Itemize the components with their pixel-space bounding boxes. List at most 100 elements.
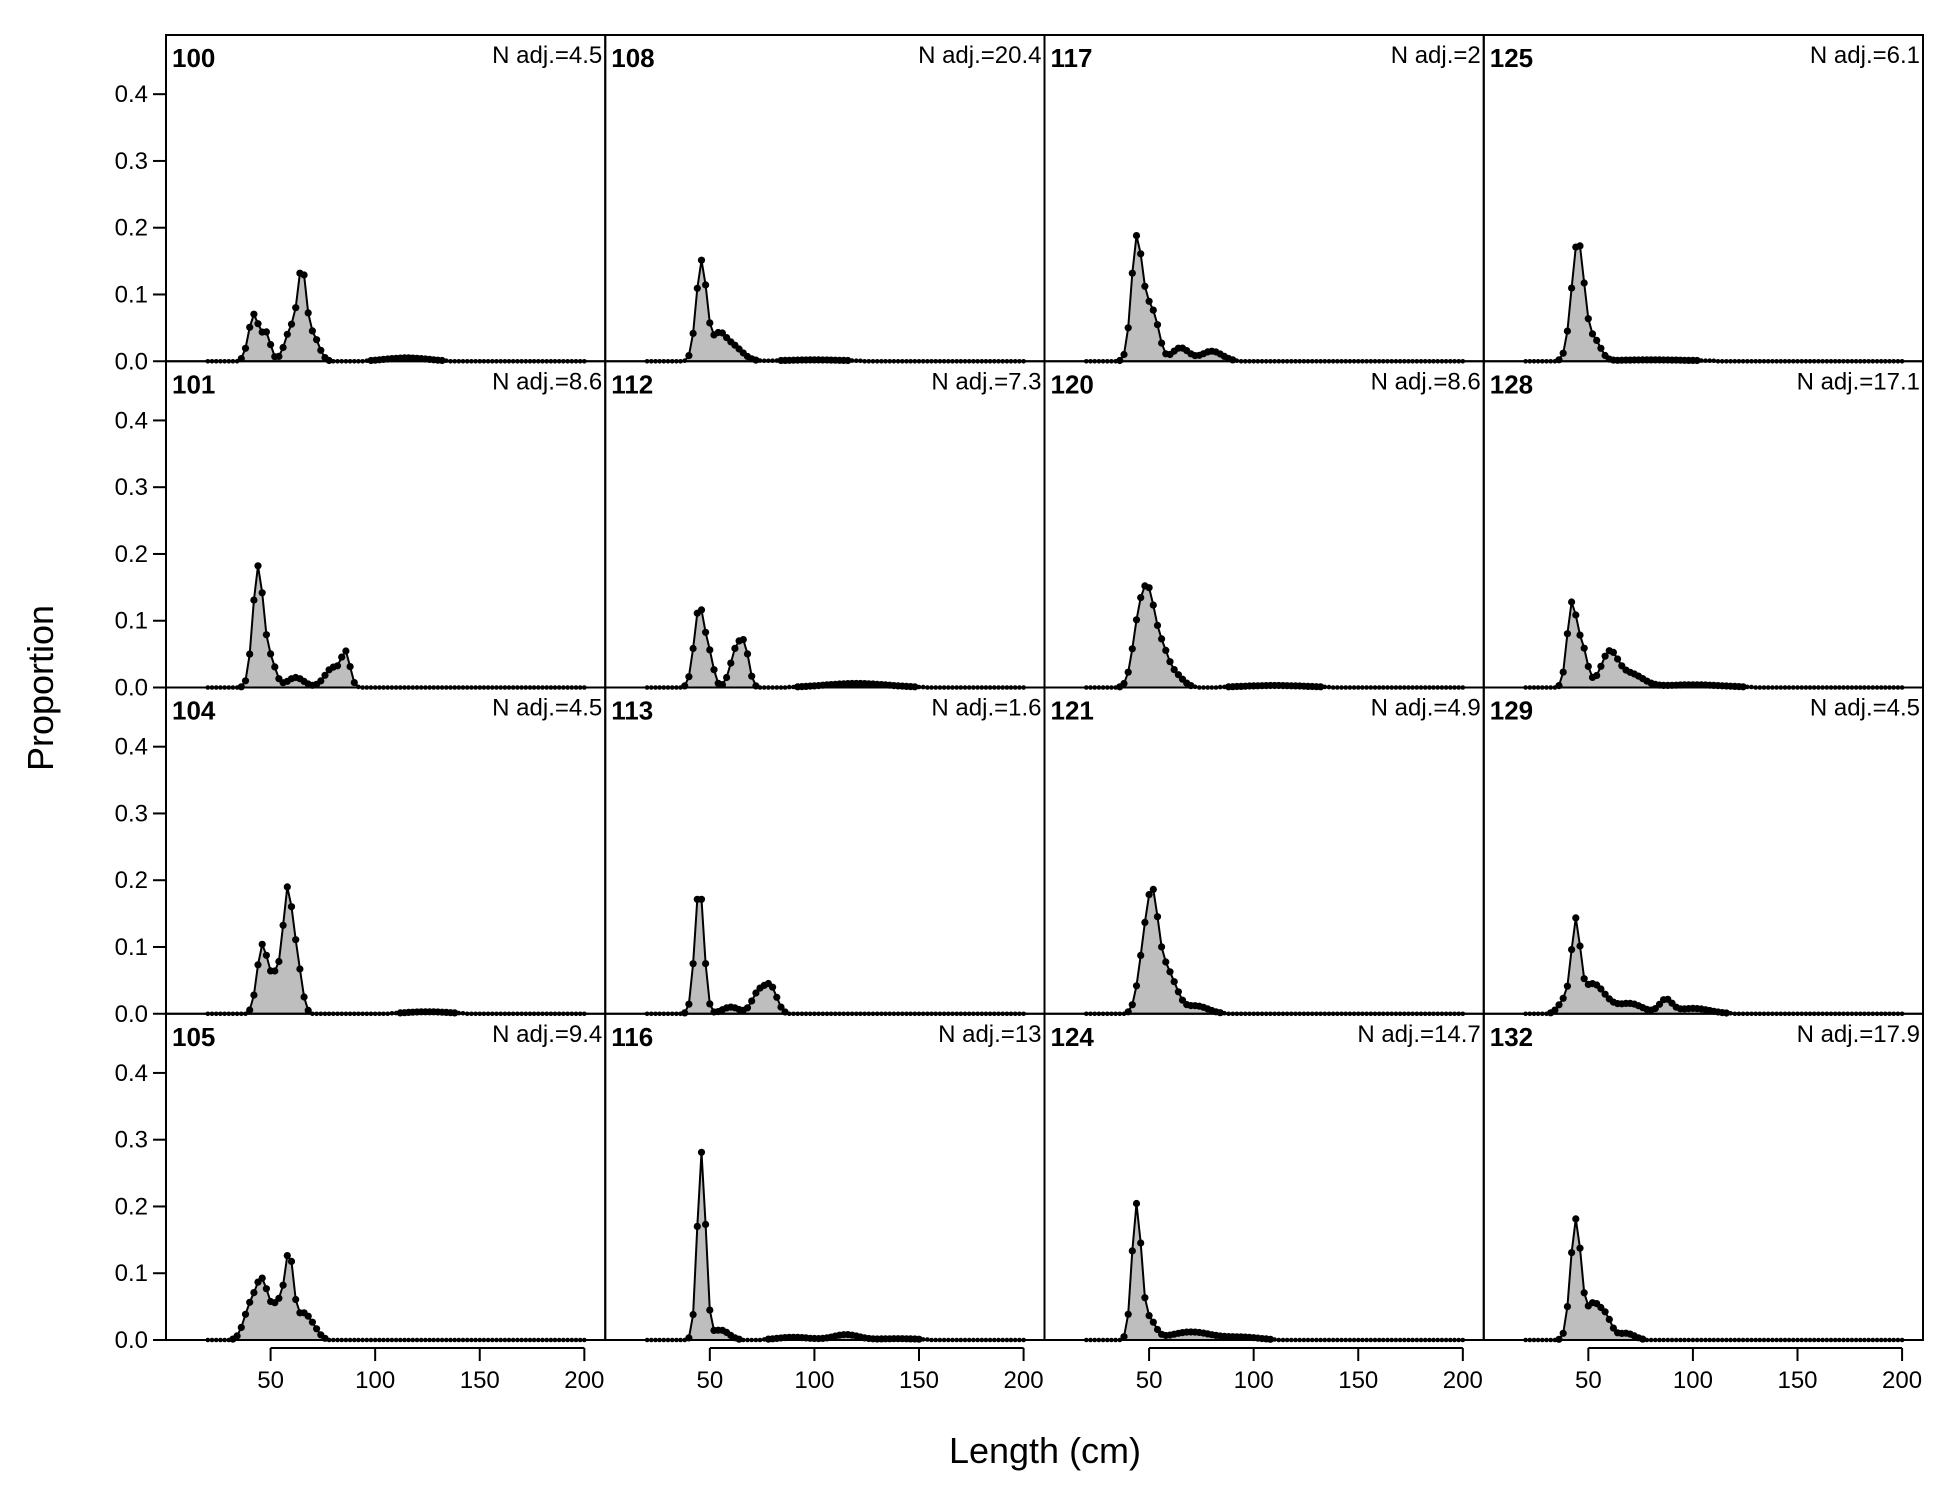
x-tick-label: 150: [899, 1367, 939, 1394]
x-tick-label: 100: [355, 1367, 395, 1394]
data-point: [241, 677, 250, 685]
x-tick-label: 200: [564, 1367, 604, 1394]
panel-100: 100 N adj.=4.5: [165, 34, 607, 365]
x-tick-label: 100: [794, 1367, 834, 1394]
y-axis-title: Proportion: [20, 605, 61, 771]
panel-101: 101 N adj.=8.6: [165, 360, 607, 691]
y-tick-label: 0.0: [115, 675, 148, 702]
data-point: [1158, 943, 1166, 951]
data-point: [246, 650, 254, 658]
panel-n-adj-label: N adj.=1.6: [931, 695, 1041, 722]
data-point: [254, 320, 262, 328]
data-point: [1149, 601, 1157, 609]
y-tick-label: 0.4: [115, 1060, 148, 1087]
data-point: [262, 631, 270, 639]
data-point: [1132, 232, 1141, 240]
data-point: [1597, 344, 1605, 352]
x-tick-label: 200: [1443, 1367, 1483, 1394]
panel-title: 124: [1051, 1022, 1095, 1052]
data-point: [1568, 1249, 1576, 1257]
data-point: [1153, 621, 1162, 630]
data-point: [1124, 668, 1132, 676]
x-tick-label: 100: [1234, 1367, 1274, 1394]
distribution-fill: [207, 273, 585, 362]
data-point: [246, 1006, 254, 1014]
data-point: [697, 606, 706, 614]
data-point: [283, 883, 291, 891]
y-tick-label: 0.1: [115, 608, 148, 635]
panel-116: 116 N adj.=13: [604, 1012, 1046, 1343]
panel-n-adj-label: N adj.=6.1: [1810, 42, 1920, 69]
panel-title: 112: [611, 369, 653, 399]
data-point: [1158, 339, 1166, 347]
data-point: [1601, 1308, 1609, 1316]
data-point: [1576, 242, 1584, 250]
panel-n-adj-label: N adj.=20.4: [918, 42, 1041, 69]
panel-n-adj-label: N adj.=17.1: [1797, 368, 1920, 395]
data-point: [1149, 1318, 1157, 1326]
y-tick-label: 0.1: [115, 934, 148, 961]
data-point: [1137, 594, 1145, 602]
panel-title: 132: [1490, 1022, 1533, 1052]
data-point: [1576, 942, 1584, 950]
data-point: [1559, 1329, 1567, 1337]
data-point: [1141, 1294, 1149, 1302]
x-tick-label: 50: [1575, 1367, 1602, 1394]
data-point: [1137, 951, 1145, 960]
data-point: [283, 330, 291, 338]
data-point: [1584, 315, 1592, 323]
data-point: [258, 1274, 266, 1282]
data-point: [689, 644, 697, 653]
panel-129: 129 N adj.=4.5: [1482, 686, 1924, 1017]
y-tick-label: 0.2: [115, 541, 148, 568]
data-point: [693, 1222, 701, 1230]
data-point: [706, 1306, 714, 1314]
data-point: [718, 681, 727, 689]
data-point: [283, 1252, 291, 1260]
data-point: [304, 309, 312, 317]
data-point: [317, 677, 325, 685]
x-axis-layer: 50 100 150 200 50 100 150 200 50 100 150 200 50 100 15…: [257, 1347, 1922, 1394]
data-point: [267, 650, 275, 658]
panel-frame: [1482, 34, 1924, 363]
data-point: [1597, 662, 1605, 670]
data-point: [702, 960, 710, 968]
data-point: [1568, 598, 1576, 606]
data-point: [338, 653, 346, 661]
data-point: [1141, 282, 1149, 290]
data-point: [697, 1148, 706, 1156]
data-point: [769, 983, 777, 991]
data-point: [350, 679, 358, 687]
y-tick-label: 0.4: [115, 407, 148, 434]
panel-frame: [604, 686, 1046, 1015]
data-point: [1166, 968, 1174, 976]
distribution-fill: [1086, 889, 1463, 1014]
data-point: [777, 1003, 785, 1011]
data-point: [308, 1318, 316, 1326]
data-point: [1170, 666, 1178, 674]
data-point: [1555, 1001, 1563, 1009]
data-point: [1597, 985, 1605, 993]
data-point: [748, 672, 756, 680]
data-point: [1132, 1199, 1141, 1208]
data-point: [250, 310, 258, 318]
data-point: [693, 284, 701, 292]
data-point: [1174, 988, 1182, 996]
data-point: [1145, 891, 1153, 899]
data-point: [241, 1310, 250, 1318]
data-point: [262, 328, 270, 336]
x-tick-label: 150: [460, 1367, 500, 1394]
data-point: [752, 989, 760, 997]
y-tick-label: 0.3: [115, 1127, 148, 1154]
distribution-fill: [1525, 917, 1903, 1014]
panel-frame: [165, 1012, 607, 1341]
x-tick-label: 50: [696, 1367, 723, 1394]
data-point: [689, 329, 697, 337]
data-point: [1162, 646, 1170, 655]
data-point: [287, 320, 296, 328]
panel-124: 124 N adj.=14.7: [1043, 1012, 1485, 1343]
panel-frame: [1482, 686, 1924, 1015]
data-point: [697, 256, 706, 264]
panel-n-adj-label: N adj.=14.7: [1357, 1021, 1480, 1048]
panel-112: 112 N adj.=7.3: [604, 360, 1046, 691]
